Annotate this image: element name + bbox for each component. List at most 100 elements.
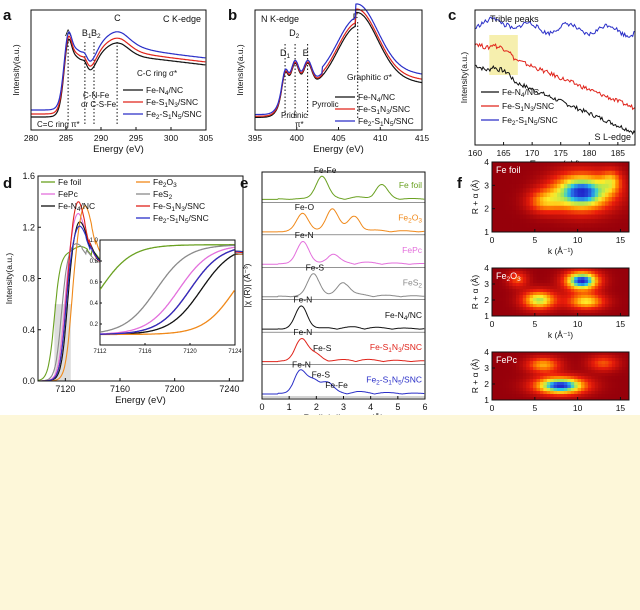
heatmap-cell: [492, 358, 496, 362]
heatmap-cell: [536, 352, 541, 356]
heatmap-cell: [495, 385, 500, 389]
heatmap-cell: [550, 394, 555, 398]
heatmap-cell: [615, 397, 620, 401]
inset-y-tick-label: 0.6: [90, 280, 99, 286]
heatmap-cell: [519, 367, 524, 371]
heatmap-cell: [618, 175, 623, 180]
heatmap-cell: [492, 277, 496, 281]
heatmap-cell: [577, 388, 582, 392]
heatmap-cell: [543, 227, 548, 233]
heatmap-cell: [522, 388, 527, 392]
heatmap-cell: [492, 292, 496, 296]
heatmap-cell: [546, 355, 551, 359]
heatmap-cell: [522, 280, 527, 284]
heatmap-cell: [625, 188, 630, 194]
heatmap-cell: [601, 301, 606, 305]
series-line: [262, 175, 425, 200]
heatmap-cell: [608, 210, 613, 215]
heatmap-cell: [543, 283, 548, 287]
heatmap-cell: [557, 280, 561, 284]
heatmap-cell: [546, 358, 551, 362]
heatmap-cell: [543, 367, 548, 371]
heatmap-cell: [495, 298, 500, 302]
heatmap-cell: [498, 286, 503, 290]
legend-label: Fe2-S1N5/SNC: [153, 213, 209, 225]
heatmap-cell: [557, 227, 561, 233]
heatmap-cell: [533, 289, 537, 293]
heatmap-cell: [560, 201, 565, 207]
y-tick-label: 1.2: [22, 222, 35, 232]
heatmap-cell: [498, 361, 503, 365]
heatmap-cell: [529, 223, 534, 229]
heatmap-cell: [495, 313, 500, 317]
heatmap-cell: [605, 289, 609, 293]
heatmap-cell: [581, 283, 585, 287]
heatmap-cell: [567, 286, 572, 290]
heatmap-cell: [533, 192, 537, 198]
heatmap-cell: [601, 397, 606, 401]
x-tick-label: 7200: [165, 384, 185, 394]
heatmap-cell: [563, 188, 568, 194]
heatmap-cell: [512, 162, 517, 167]
heatmap-cell: [618, 223, 623, 229]
y-tick-label: 4: [484, 157, 489, 167]
heatmap-cell: [594, 268, 599, 272]
heatmap-cell: [567, 210, 572, 215]
heatmap-cell: [526, 379, 531, 383]
heatmap-cell: [611, 201, 616, 207]
heatmap-cell: [536, 289, 541, 293]
heatmap-cell: [574, 301, 579, 305]
heatmap-cell: [546, 385, 551, 389]
heatmap-cell: [567, 364, 572, 368]
heatmap-cell: [598, 352, 602, 356]
heatmap-cell: [522, 286, 527, 290]
heatmap-cell: [560, 268, 565, 272]
series-line: [262, 369, 425, 395]
heatmap-cell: [536, 192, 541, 198]
heatmap-cell: [581, 179, 585, 185]
heatmap-cell: [553, 376, 558, 380]
heatmap-cell: [539, 355, 544, 359]
heatmap-cell: [492, 310, 496, 314]
heatmap-cell: [608, 355, 613, 359]
heatmap-cell: [498, 227, 503, 233]
heatmap-cell: [622, 197, 626, 202]
heatmap-cell: [502, 295, 507, 299]
heatmap-cell: [546, 298, 551, 302]
heatmap-cell: [625, 394, 630, 398]
heatmap-cell: [574, 223, 579, 229]
heatmap-cell: [502, 268, 507, 272]
heatmap-cell: [618, 304, 623, 308]
heatmap-cell: [557, 382, 561, 386]
heatmap-cell: [622, 358, 626, 362]
heatmap-cell: [615, 376, 620, 380]
heatmap-cell: [577, 210, 582, 215]
heatmap-cell: [539, 310, 544, 314]
heatmap-cell: [550, 166, 555, 172]
y-tick-label: 1.6: [22, 171, 35, 181]
heatmap-cell: [618, 192, 623, 198]
heatmap-cell: [543, 223, 548, 229]
x-tick-label: 160: [468, 148, 482, 158]
highlight-region: [489, 35, 518, 75]
heatmap-cell: [495, 382, 500, 386]
x-axis-label: Energy (eV): [93, 144, 144, 155]
legend-label: Fe-S1N3/SNC: [502, 101, 554, 113]
heatmap-cell: [605, 218, 609, 224]
heatmap-cell: [563, 162, 568, 167]
heatmap-cell: [608, 382, 613, 386]
heatmap-cell: [492, 397, 496, 401]
heatmap-cell: [498, 271, 503, 275]
heatmap-cell: [533, 310, 537, 314]
heatmap-cell: [577, 391, 582, 395]
heatmap-cell: [584, 358, 589, 362]
heatmap-cell: [615, 166, 620, 172]
heatmap-cell: [502, 166, 507, 172]
heatmap-cell: [605, 175, 609, 180]
heatmap-cell: [498, 283, 503, 287]
heatmap-cell: [495, 183, 500, 189]
heatmap-cell: [550, 358, 555, 362]
heatmap-cell: [618, 179, 623, 185]
heatmap-cell: [512, 298, 517, 302]
heatmap-cell: [601, 201, 606, 207]
